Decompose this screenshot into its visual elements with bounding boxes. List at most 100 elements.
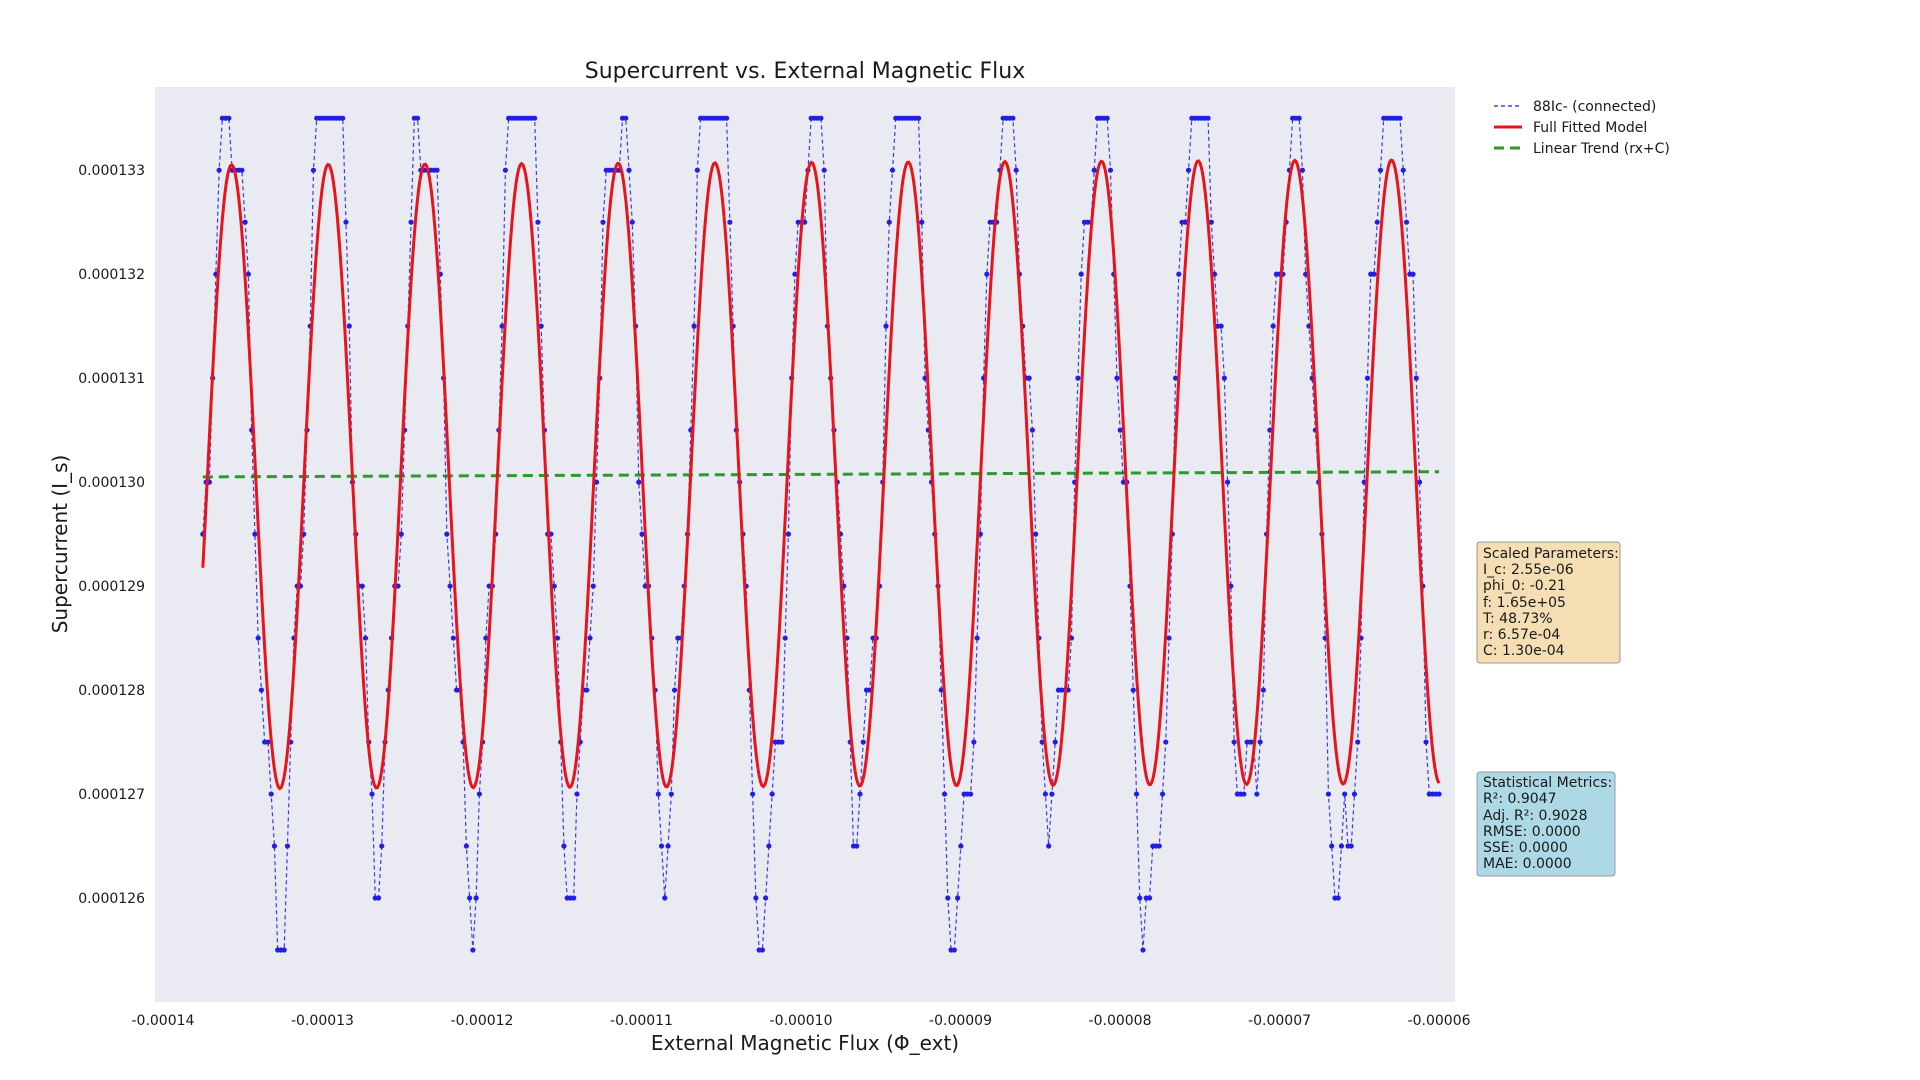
data-point bbox=[467, 895, 473, 901]
x-tick-label: -0.00007 bbox=[1248, 1013, 1311, 1029]
data-point bbox=[1423, 739, 1429, 745]
data-point bbox=[1114, 375, 1120, 381]
data-point bbox=[691, 323, 697, 329]
data-point bbox=[1146, 895, 1153, 901]
y-tick-label: 0.000129 bbox=[78, 579, 145, 595]
metric-line: SSE: 0.0000 bbox=[1483, 840, 1568, 856]
x-tick-label: -0.00010 bbox=[770, 1013, 833, 1029]
data-point bbox=[766, 843, 772, 849]
data-point bbox=[1026, 375, 1032, 381]
data-point bbox=[463, 843, 469, 849]
data-point bbox=[1133, 791, 1140, 797]
data-point bbox=[1104, 115, 1110, 121]
data-point bbox=[255, 635, 261, 641]
legend-label-measured: 88Ic- (connected) bbox=[1533, 99, 1656, 115]
data-point bbox=[375, 895, 382, 901]
data-point bbox=[1075, 375, 1081, 381]
data-point bbox=[1185, 167, 1192, 173]
data-point bbox=[1267, 427, 1273, 433]
metric-line: MAE: 0.0000 bbox=[1483, 856, 1572, 872]
legend-label-fit: Full Fitted Model bbox=[1533, 120, 1647, 136]
data-point bbox=[1413, 375, 1419, 381]
data-point bbox=[258, 687, 265, 693]
data-point bbox=[860, 739, 866, 745]
data-point bbox=[1163, 739, 1169, 745]
data-point bbox=[587, 635, 593, 641]
data-point bbox=[1091, 167, 1097, 173]
data-point bbox=[1156, 843, 1162, 849]
data-point bbox=[671, 687, 678, 693]
data-point bbox=[753, 895, 759, 901]
data-point bbox=[1166, 635, 1172, 641]
data-point bbox=[1400, 167, 1406, 173]
data-point bbox=[1296, 115, 1302, 121]
data-point bbox=[1231, 739, 1237, 745]
data-point bbox=[818, 115, 824, 121]
data-point bbox=[268, 791, 274, 797]
data-point bbox=[346, 323, 352, 329]
data-point bbox=[1137, 895, 1143, 901]
data-point bbox=[1078, 271, 1084, 277]
data-point bbox=[1241, 791, 1247, 797]
data-point bbox=[1371, 271, 1377, 277]
data-point bbox=[779, 739, 785, 745]
data-point bbox=[239, 167, 245, 173]
data-point bbox=[1140, 947, 1146, 953]
data-point bbox=[857, 791, 863, 797]
data-point bbox=[444, 531, 450, 537]
data-point bbox=[1107, 167, 1114, 173]
chart-title: Supercurrent vs. External Magnetic Flux bbox=[585, 59, 1026, 84]
x-tick-label: -0.00008 bbox=[1089, 1013, 1152, 1029]
data-point bbox=[951, 947, 957, 953]
data-point bbox=[265, 739, 271, 745]
data-point bbox=[665, 843, 671, 849]
parameters-title: Scaled Parameters: bbox=[1483, 546, 1619, 562]
data-point bbox=[343, 219, 349, 225]
data-point bbox=[636, 479, 642, 485]
data-point bbox=[1410, 271, 1416, 277]
data-point bbox=[1176, 271, 1182, 277]
data-point bbox=[1117, 427, 1123, 433]
data-point bbox=[379, 843, 385, 849]
x-tick-label: -0.00014 bbox=[131, 1013, 194, 1029]
data-point bbox=[1348, 843, 1354, 849]
data-point bbox=[1029, 427, 1036, 433]
data-point bbox=[1033, 531, 1039, 537]
data-point bbox=[600, 219, 606, 225]
x-tick-label: -0.00012 bbox=[451, 1013, 514, 1029]
data-point bbox=[483, 635, 489, 641]
data-point bbox=[1374, 219, 1380, 225]
data-point bbox=[1218, 323, 1224, 329]
data-point bbox=[821, 167, 827, 173]
data-point bbox=[561, 843, 567, 849]
parameter-line: T: 48.73% bbox=[1482, 611, 1553, 627]
data-point bbox=[369, 791, 375, 797]
data-point bbox=[1342, 791, 1348, 797]
data-point bbox=[281, 947, 287, 953]
data-point bbox=[623, 115, 629, 121]
y-tick-label: 0.000128 bbox=[78, 683, 145, 699]
data-point bbox=[1416, 479, 1423, 485]
data-point bbox=[974, 635, 980, 641]
data-point bbox=[889, 167, 896, 173]
data-point bbox=[359, 583, 365, 589]
fitted-model-layer bbox=[201, 158, 1441, 791]
metrics-title: Statistical Metrics: bbox=[1483, 775, 1612, 791]
data-point bbox=[1010, 115, 1016, 121]
data-point bbox=[792, 271, 798, 277]
data-point bbox=[668, 791, 674, 797]
data-point bbox=[945, 895, 951, 901]
data-point bbox=[759, 947, 765, 953]
data-point bbox=[1159, 791, 1166, 797]
data-point bbox=[473, 895, 479, 901]
data-point bbox=[750, 791, 756, 797]
data-point bbox=[245, 271, 251, 277]
data-point bbox=[447, 583, 453, 589]
linear-trend-line bbox=[202, 470, 1440, 479]
metrics-box-background bbox=[1476, 771, 1616, 877]
parameters-box: Scaled Parameters: I_c: 2.55e-06 phi_0: … bbox=[1476, 541, 1621, 664]
parameter-line: f: 1.65e+05 bbox=[1483, 595, 1566, 611]
data-point bbox=[1052, 739, 1058, 745]
data-point bbox=[655, 791, 661, 797]
